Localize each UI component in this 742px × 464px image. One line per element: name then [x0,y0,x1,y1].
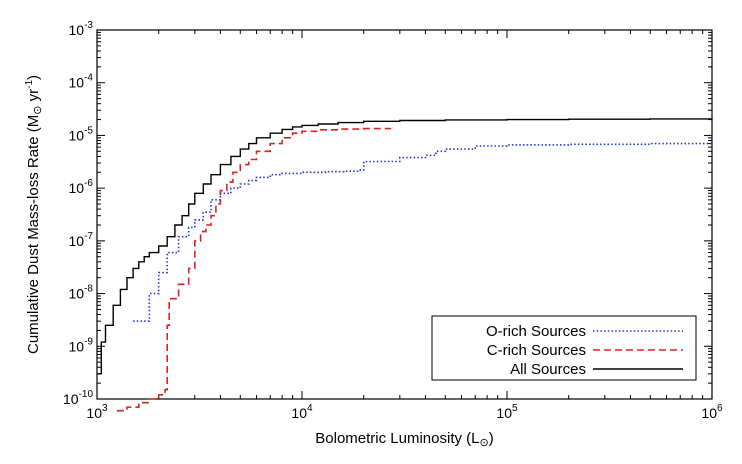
legend-label: O-rich Sources [486,323,586,340]
x-tick-label: 103 [86,403,108,421]
x-tick-label: 105 [496,403,518,421]
y-tick-label: 10-6 [69,178,94,196]
y-tick-label: 10-5 [69,125,94,143]
plot-frame [96,29,713,400]
x-axis-title: Bolometric Luminosity (L⊙) [315,430,493,449]
y-tick-label: 10-7 [69,231,94,249]
x-tick-label: 106 [701,403,723,421]
series-line-2 [97,118,713,375]
legend: O-rich Sources C-rich Sources All Sources [431,315,697,381]
series-layer [97,118,713,412]
y-axis-title: Cumulative Dust Mass-loss Rate (M⊙ yr-1) [24,75,44,354]
y-tick-label: 10-8 [69,284,94,302]
y-tick-label: 10-9 [69,336,94,354]
y-tick-label: 10-3 [69,20,94,38]
legend-label: All Sources [510,361,586,378]
x-tick-label: 104 [291,403,313,421]
sun-symbol: ⊙ [32,106,44,115]
legend-label: C-rich Sources [487,342,586,359]
ticks: 103 104 105 106 10-10 10-9 10-8 10-7 10-6 10-5 10-… [63,20,723,421]
series-line-1 [116,127,392,412]
sun-symbol: ⊙ [480,437,489,449]
y-tick-label: 10-4 [69,73,94,91]
y-tick-label: 10-10 [63,389,93,407]
